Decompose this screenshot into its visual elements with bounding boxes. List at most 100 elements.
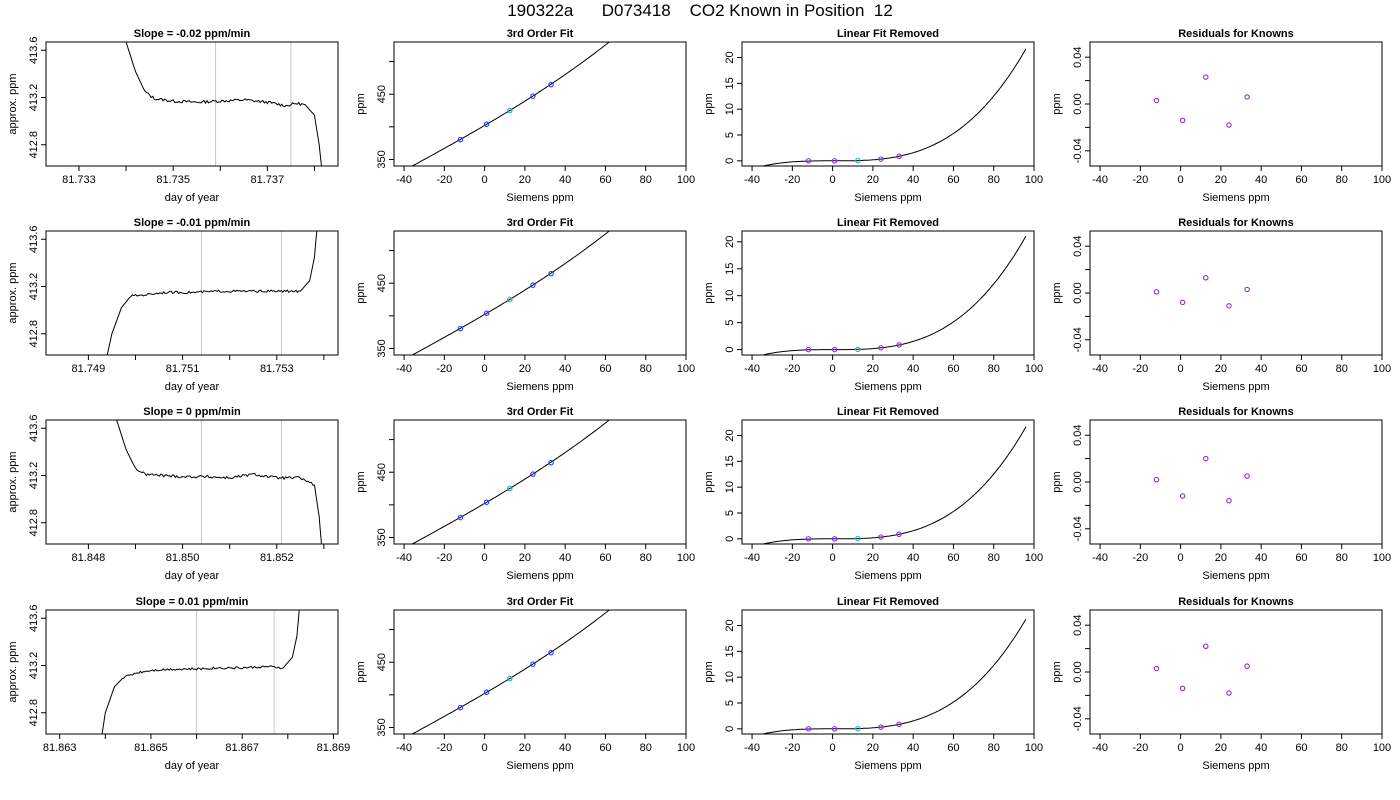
- panel-title: Linear Fit Removed: [837, 596, 939, 608]
- x-tick-label: 80: [1336, 363, 1348, 375]
- x-axis-label: Siemens ppm: [506, 760, 573, 772]
- x-tick-label: 80: [988, 174, 1000, 186]
- x-tick-label: 80: [988, 742, 1000, 754]
- data-point: [1179, 117, 1186, 124]
- y-tick-label: 412.8: [28, 320, 40, 348]
- data-point: [878, 156, 884, 162]
- data-point: [805, 726, 812, 732]
- x-tick-label: 100: [677, 552, 695, 564]
- x-tick-label: 0: [482, 552, 488, 564]
- data-point: [507, 296, 513, 303]
- data-point: [1203, 455, 1209, 462]
- x-tick-label: 80: [640, 174, 652, 186]
- x-tick-label: 40: [559, 552, 571, 564]
- data-point: [1179, 493, 1186, 499]
- x-tick-label: 0: [482, 174, 488, 186]
- x-axis-label: Siemens ppm: [854, 381, 921, 393]
- x-tick-label: 0: [830, 552, 836, 564]
- x-tick-label: 81.863: [43, 742, 77, 754]
- x-tick-label: 100: [677, 363, 695, 375]
- data-point: [878, 724, 884, 730]
- y-tick-label: 0.00: [1072, 661, 1084, 682]
- panel-data: [125, 42, 322, 166]
- panel-12: Residuals for Knowns -40 -20 0 20 40 60 80 100 -0…: [1051, 406, 1391, 582]
- y-axis-label: approx. ppm: [7, 641, 19, 702]
- y-tick-label: 20: [724, 236, 736, 248]
- y-tick-label: 450: [376, 463, 388, 481]
- x-tick-label: 60: [947, 552, 959, 564]
- y-tick-label: -0.04: [1072, 327, 1084, 352]
- y-tick-label: 5: [724, 320, 736, 326]
- panel-title: 3rd Order Fit: [507, 28, 574, 40]
- y-axis-label: ppm: [1051, 282, 1063, 303]
- data-point: [507, 107, 513, 114]
- x-tick-label: 60: [599, 174, 611, 186]
- y-tick-label: 450: [376, 653, 388, 671]
- x-axis-label: Siemens ppm: [1202, 381, 1269, 393]
- data-point: [831, 726, 838, 732]
- data-point: [896, 153, 902, 160]
- y-axis-label: ppm: [1051, 661, 1063, 682]
- data-point: [1226, 122, 1232, 128]
- data-point: [855, 346, 861, 353]
- y-axis-label: ppm: [703, 661, 715, 682]
- y-tick-label: 5: [724, 132, 736, 138]
- series-line: [101, 610, 300, 734]
- panel-data: [106, 231, 318, 355]
- x-tick-label: 20: [867, 742, 879, 754]
- y-tick-label: 413.2: [28, 273, 40, 301]
- panel-frame: [741, 41, 1035, 167]
- data-point: [831, 346, 838, 353]
- x-tick-label: 81.737: [251, 174, 285, 186]
- data-point: [507, 485, 513, 492]
- data-point: [530, 661, 536, 667]
- x-tick-label: 100: [1025, 174, 1043, 186]
- y-tick-label: 10: [724, 671, 736, 683]
- x-tick-label: 100: [1025, 742, 1043, 754]
- panel-2: 3rd Order Fit -40 -20 0 20 40 60 80 100 350 450 Sie…: [355, 28, 695, 204]
- x-tick-label: 20: [1215, 174, 1227, 186]
- y-axis-label: approx. ppm: [7, 73, 19, 134]
- y-tick-label: 15: [724, 263, 736, 275]
- x-tick-label: 100: [1025, 363, 1043, 375]
- y-tick-label: 0.00: [1072, 93, 1084, 114]
- x-tick-label: 81.852: [260, 552, 294, 564]
- panel-10: 3rd Order Fit -40 -20 0 20 40 60 80 100 350 450 Sie…: [355, 406, 695, 582]
- data-point: [1203, 275, 1209, 281]
- x-tick-label: 40: [907, 742, 919, 754]
- y-tick-label: 15: [724, 77, 736, 89]
- fit-curve: [411, 420, 611, 544]
- fit-curve: [411, 610, 611, 734]
- y-axis-label: ppm: [355, 93, 367, 114]
- x-axis-label: Siemens ppm: [506, 192, 573, 204]
- data-point: [805, 536, 812, 542]
- y-axis-label: ppm: [355, 471, 367, 492]
- panel-6: 3rd Order Fit -40 -20 0 20 40 60 80 100 350 450 Sie…: [355, 217, 695, 393]
- y-tick-label: 5: [724, 700, 736, 706]
- x-tick-label: 0: [1178, 742, 1184, 754]
- data-point: [457, 136, 464, 143]
- y-tick-label: 0.04: [1072, 46, 1084, 67]
- data-point: [530, 93, 536, 99]
- panel-13: Slope = 0.01 ppm/min 81.863 81.865 81.867 81…: [7, 596, 350, 772]
- panel-data: [1153, 455, 1250, 504]
- panel-data: [411, 420, 611, 544]
- x-tick-label: 100: [1025, 552, 1043, 564]
- data-point: [1244, 663, 1250, 669]
- data-point: [1153, 476, 1160, 483]
- x-axis-label: Siemens ppm: [1202, 760, 1269, 772]
- x-tick-label: 40: [1255, 742, 1267, 754]
- x-tick-label: -40: [1092, 742, 1108, 754]
- x-tick-label: 81.751: [166, 363, 200, 375]
- x-tick-label: -40: [396, 363, 412, 375]
- x-tick-label: 81.867: [225, 742, 259, 754]
- y-tick-label: 0.04: [1072, 424, 1084, 445]
- x-tick-label: 81.735: [156, 174, 190, 186]
- x-tick-label: 80: [640, 552, 652, 564]
- x-tick-label: -40: [396, 552, 412, 564]
- y-tick-label: 15: [724, 455, 736, 467]
- fit-curve: [761, 426, 1027, 544]
- panel-frame: [393, 609, 687, 735]
- panel-16: Residuals for Knowns -40 -20 0 20 40 60 80 100 -0…: [1051, 596, 1391, 772]
- panel-data: [761, 426, 1027, 544]
